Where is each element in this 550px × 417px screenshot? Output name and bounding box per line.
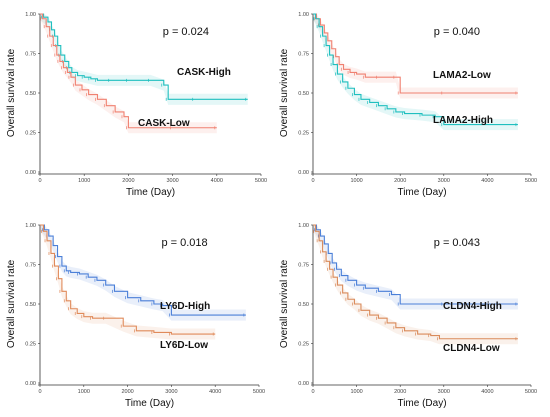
y-tick-label: 0.00 (25, 381, 36, 387)
x-tick-label: 4000 (209, 389, 221, 395)
p-value: p = 0.024 (163, 26, 209, 38)
series-label: LAMA2-Low (433, 70, 491, 81)
p-value: p = 0.043 (434, 237, 480, 249)
series-label: LY6D-High (160, 301, 210, 312)
confidence-band (313, 225, 518, 310)
x-axis-title: Time (Day) (125, 398, 174, 409)
survival-curve (313, 13, 518, 126)
x-tick-label: 5000 (525, 389, 537, 395)
km-chart-cldn4: 0.00 0.25 0.50 0.75 1.00 0 1000 2000 3000 4000 500… (279, 223, 537, 409)
x-tick-label: 5000 (525, 178, 537, 184)
x-tick-label: 3000 (438, 389, 450, 395)
survival-curve (313, 13, 518, 94)
y-tick-label: 0.75 (25, 263, 36, 269)
y-tick-label: 0.25 (25, 131, 36, 137)
x-tick-label: 2000 (121, 389, 133, 395)
confidence-band (313, 225, 518, 345)
x-tick-label: 1000 (78, 178, 90, 184)
x-tick-label: 1000 (350, 178, 362, 184)
y-tick-label: 1.00 (25, 12, 36, 18)
y-tick-label: 0.25 (298, 131, 309, 137)
y-tick-label: 0.25 (25, 342, 36, 348)
y-tick-label: 1.00 (298, 223, 309, 229)
km-panel-cask: 0.00 0.25 0.50 0.75 1.00 0 1000 2000 3000 4000 500… (0, 0, 275, 208)
confidence-band (40, 14, 248, 105)
x-tick-label: 2000 (394, 389, 406, 395)
x-tick-label: 5000 (255, 178, 267, 184)
x-tick-label: 1000 (350, 389, 362, 395)
y-tick-label: 0.00 (298, 170, 309, 176)
x-axis-title: Time (Day) (397, 398, 446, 409)
x-tick-label: 5000 (253, 389, 265, 395)
km-chart-ly6d: 0.00 0.25 0.50 0.75 1.00 0 1000 2000 3000 4000 500… (6, 223, 265, 409)
km-panel-lama2: 0.00 0.25 0.50 0.75 1.00 0 1000 2000 3000 4000 500… (275, 0, 550, 208)
x-tick-label: 0 (38, 389, 41, 395)
x-tick-label: 0 (38, 178, 41, 184)
y-axis-title: Overall survival rate (6, 259, 17, 348)
series-label: LAMA2-High (433, 115, 493, 126)
y-axis-title: Overall survival rate (6, 48, 17, 137)
x-tick-label: 3000 (438, 178, 450, 184)
y-tick-label: 1.00 (25, 223, 36, 229)
series-label: CASK-Low (138, 118, 190, 129)
km-panel-cldn4: 0.00 0.25 0.50 0.75 1.00 0 1000 2000 3000 4000 500… (275, 208, 550, 416)
x-axis-title: Time (Day) (126, 187, 175, 198)
series-label: CASK-High (177, 67, 231, 78)
survival-curve (313, 224, 518, 305)
x-tick-label: 1000 (78, 389, 90, 395)
x-tick-label: 3000 (165, 389, 177, 395)
y-axis-title: Overall survival rate (279, 259, 290, 348)
confidence-band (40, 225, 246, 321)
y-tick-label: 0.50 (298, 302, 309, 308)
survival-curve (313, 224, 518, 340)
series-label: LY6D-Low (160, 340, 208, 351)
y-tick-label: 1.00 (298, 12, 309, 18)
y-tick-label: 0.50 (298, 91, 309, 97)
p-value: p = 0.018 (161, 237, 207, 249)
y-tick-label: 0.50 (25, 91, 36, 97)
survival-curve (40, 13, 248, 100)
y-tick-label: 0.75 (25, 52, 36, 58)
survival-curve (40, 224, 246, 316)
x-tick-label: 4000 (481, 178, 493, 184)
p-value: p = 0.040 (434, 26, 480, 38)
y-tick-label: 0.75 (298, 263, 309, 269)
x-tick-label: 2000 (394, 178, 406, 184)
series-label: CLDN4-Low (443, 343, 500, 354)
survival-curve (40, 13, 217, 129)
y-axis-title: Overall survival rate (279, 48, 290, 137)
y-tick-label: 0.75 (298, 52, 309, 58)
km-chart-lama2: 0.00 0.25 0.50 0.75 1.00 0 1000 2000 3000 4000 500… (279, 12, 537, 198)
x-tick-label: 4000 (481, 389, 493, 395)
x-tick-label: 0 (311, 178, 314, 184)
y-tick-label: 0.50 (25, 302, 36, 308)
confidence-band (313, 14, 518, 99)
x-axis-title: Time (Day) (397, 187, 446, 198)
x-tick-label: 4000 (211, 178, 223, 184)
series-label: CLDN4-High (443, 301, 502, 312)
km-panel-ly6d: 0.00 0.25 0.50 0.75 1.00 0 1000 2000 3000 4000 500… (0, 208, 275, 416)
y-tick-label: 0.00 (298, 381, 309, 387)
confidence-band (313, 14, 518, 131)
x-tick-label: 3000 (166, 178, 178, 184)
y-tick-label: 0.25 (298, 342, 309, 348)
x-tick-label: 0 (311, 389, 314, 395)
y-tick-label: 0.00 (25, 170, 36, 176)
x-tick-label: 2000 (122, 178, 134, 184)
survival-curve (40, 224, 216, 335)
km-chart-cask: 0.00 0.25 0.50 0.75 1.00 0 1000 2000 3000 4000 500… (6, 12, 267, 198)
